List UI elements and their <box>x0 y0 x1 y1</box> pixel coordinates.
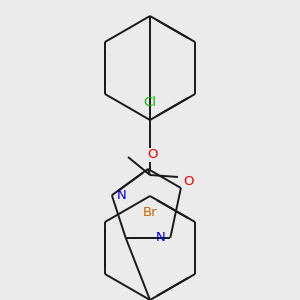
Text: N: N <box>117 189 127 202</box>
Text: N: N <box>155 231 165 244</box>
Text: Cl: Cl <box>143 95 157 109</box>
Text: Br: Br <box>143 206 157 218</box>
Text: O: O <box>184 176 194 188</box>
Text: O: O <box>148 148 158 161</box>
